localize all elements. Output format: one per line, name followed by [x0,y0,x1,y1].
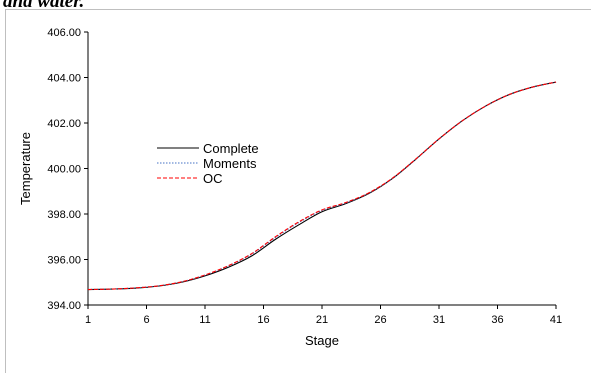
legend-label-oc: OC [203,171,223,186]
series-line-moments [87,81,557,291]
x-tick-label: 31 [433,314,445,326]
x-tick-label: 1 [85,314,91,326]
x-tick-label: 11 [199,314,210,326]
y-tick-label: 398.00 [47,209,81,221]
chart-frame [5,9,591,373]
x-tick-label: 41 [550,314,562,326]
x-tick-label: 26 [374,314,386,326]
x-axis-title: Stage [305,333,339,348]
series-line-complete [87,81,557,291]
y-tick-label: 400.00 [47,164,81,176]
x-tick-label: 6 [143,314,149,326]
legend-label-moments: Moments [203,156,257,171]
y-tick-label: 404.00 [47,73,81,85]
y-tick-label: 406.00 [47,27,81,39]
y-tick-label: 396.00 [47,255,81,267]
x-tick-label: 21 [316,314,328,326]
axes: 394.00 396.00 398.00 400.00 402.00 404.00 406.… [47,27,562,326]
x-tick-label: 36 [491,314,503,326]
y-tick-label: 402.00 [47,118,81,130]
series-lines [87,81,557,291]
legend-label-complete: Complete [203,141,259,156]
x-tick-label: 16 [257,314,269,326]
series-line-oc [87,81,557,291]
y-axis-title: Temperature [18,132,33,205]
y-tick-label: 394.00 [47,300,81,312]
